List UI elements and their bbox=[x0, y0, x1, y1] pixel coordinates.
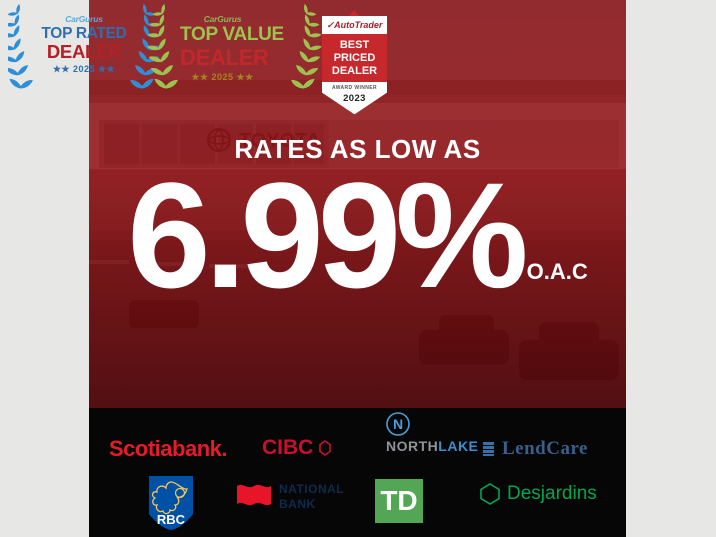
svg-text:N: N bbox=[393, 416, 403, 432]
svg-text:RBC: RBC bbox=[157, 512, 186, 527]
